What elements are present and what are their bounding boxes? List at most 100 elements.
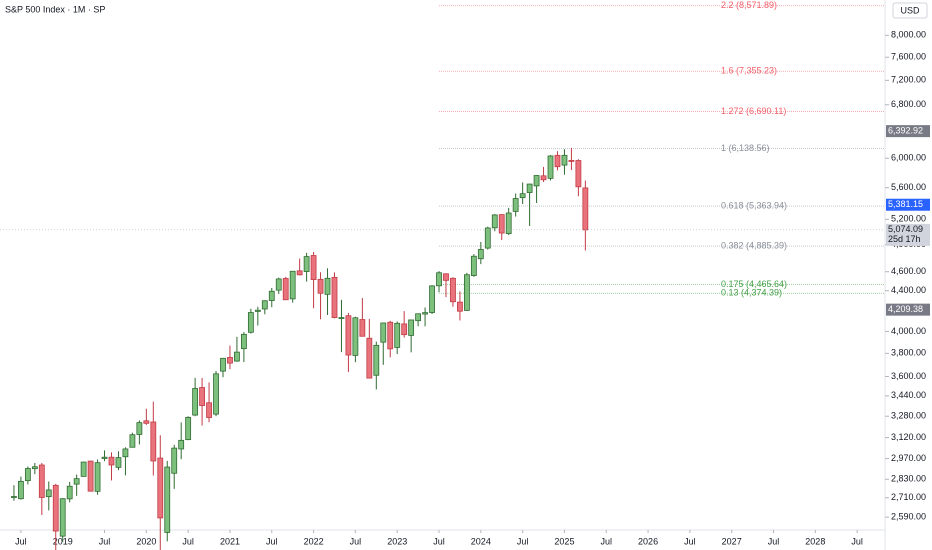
countdown: 25d 17h [888, 234, 921, 244]
candle-body [436, 272, 442, 287]
x-tick-label: 2024 [471, 536, 491, 546]
x-tick-label: 2020 [136, 536, 156, 546]
candle-body [422, 312, 428, 315]
candle-body [345, 315, 352, 356]
candle-body [11, 496, 17, 498]
x-tick-label: Jul [182, 536, 194, 546]
price-label: 5,074.09 [888, 224, 923, 234]
candle-body [324, 277, 331, 295]
candle-body [150, 421, 157, 462]
y-tick-label: 7,600.00 [891, 52, 926, 62]
candle-body [331, 276, 338, 318]
candle-body [289, 270, 296, 300]
y-tick-label: 3,440.00 [891, 390, 926, 400]
y-tick-label: 4,600.00 [891, 266, 926, 276]
candle-body [171, 447, 178, 474]
candle-body [366, 337, 373, 379]
candle-body [18, 480, 24, 500]
x-tick-label: 2023 [387, 536, 407, 546]
candle-body [296, 270, 303, 276]
currency-box[interactable] [892, 2, 928, 19]
candle-body [24, 468, 31, 482]
candle-body [498, 214, 505, 234]
candle-body [136, 422, 143, 435]
candle-body [261, 300, 268, 310]
price-label: 5,381.15 [888, 199, 923, 209]
candle-body [247, 312, 254, 333]
y-tick-label: 3,120.00 [891, 432, 926, 442]
candle-body [512, 198, 519, 212]
candle-body [240, 333, 247, 350]
candle-body [568, 160, 575, 162]
candle-body [108, 456, 115, 466]
price-label-box [886, 223, 930, 246]
fib-label: 1.6 (7,355.23) [721, 66, 777, 76]
candle-body [491, 214, 498, 229]
y-tick-label: 2,590.00 [891, 511, 926, 521]
candle-body [408, 319, 415, 336]
candle-body [45, 489, 52, 498]
x-tick-label: 2025 [554, 536, 574, 546]
price-label: 6,392.92 [888, 126, 923, 136]
x-tick-label: 2022 [304, 536, 324, 546]
candle-body [115, 457, 122, 468]
price-label-box [886, 125, 930, 138]
candle-body [519, 193, 526, 199]
price-label-box [886, 303, 930, 316]
fib-label: 0.13 (4,374.39) [721, 288, 782, 298]
fib-label: 0.618 (5,363.94) [721, 200, 787, 210]
candle-body [303, 256, 310, 272]
candle-body [457, 301, 463, 312]
y-tick-label: 3,600.00 [891, 371, 926, 381]
candle-body [547, 155, 554, 179]
candle-body [122, 448, 129, 458]
currency[interactable]: USD [900, 5, 920, 15]
candle-body [275, 278, 282, 291]
chart-title: S&P 500 Index · 1M · SP [5, 4, 105, 14]
candle-body [554, 154, 561, 168]
candle-body [401, 323, 408, 336]
candle-body [80, 461, 87, 477]
candle-body [582, 187, 589, 231]
fib-label: 1 (6,138.56) [721, 143, 770, 153]
x-tick-label: Jul [768, 536, 780, 546]
x-tick-label: Jul [266, 536, 278, 546]
candle-body [157, 457, 164, 519]
candle-body [443, 273, 449, 281]
y-tick-label: 8,000.00 [891, 30, 926, 40]
candle-body [234, 351, 240, 362]
candle-body [268, 290, 275, 301]
y-tick-label: 3,280.00 [891, 411, 926, 421]
candle-body [143, 420, 150, 424]
y-tick-label: 6,800.00 [891, 99, 926, 109]
candle-body [429, 285, 435, 313]
x-tick-label: Jul [99, 536, 111, 546]
candle-body [477, 249, 484, 260]
candle-body [101, 456, 108, 459]
x-tick-label: Jul [517, 536, 529, 546]
price-label-box [886, 198, 930, 211]
candle-body [59, 498, 66, 537]
candle-body [387, 321, 394, 350]
x-tick-label: Jul [601, 536, 613, 546]
candle-body [185, 416, 192, 441]
fib-label: 0.175 (4,465.64) [721, 279, 787, 289]
candle-body [540, 175, 547, 181]
candle-body [31, 466, 38, 470]
candle-body [206, 402, 212, 418]
candle-body [380, 322, 387, 343]
y-tick-label: 2,830.00 [891, 474, 926, 484]
candle-body [533, 175, 540, 187]
fib-label: 2.2 (8,571.89) [721, 0, 777, 10]
x-tick-label: Jul [851, 536, 863, 546]
y-tick-label: 5,600.00 [891, 182, 926, 192]
candle-body [220, 357, 226, 372]
candle-body [359, 319, 366, 337]
y-tick-label: 4,000.00 [891, 326, 926, 336]
candle-body [66, 485, 73, 500]
candle-body [352, 317, 359, 356]
candle-body [470, 255, 477, 276]
x-tick-label: Jul [350, 536, 362, 546]
candle-body [561, 154, 568, 166]
candle-body [450, 277, 456, 303]
